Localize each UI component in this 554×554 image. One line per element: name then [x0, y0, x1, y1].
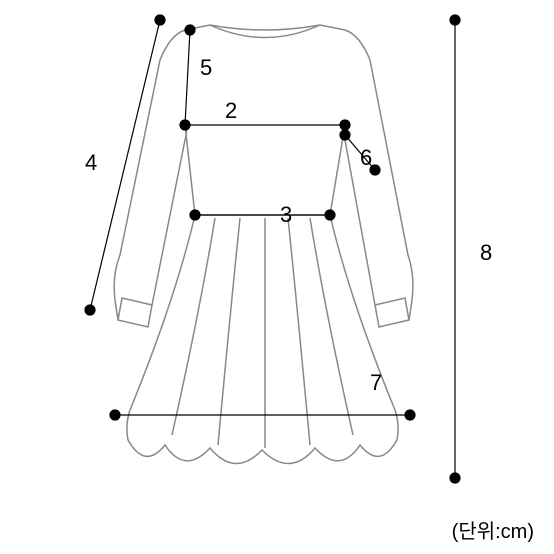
label-2: 2 — [225, 98, 237, 123]
label-8: 8 — [480, 240, 492, 265]
label-3: 3 — [280, 202, 292, 227]
line-shoulder — [185, 30, 190, 125]
line-sleeve — [90, 20, 160, 310]
measurement-lines — [85, 15, 460, 483]
measurement-labels: 2 3 4 5 6 7 8 — [85, 55, 492, 395]
dress-outline — [114, 25, 413, 464]
size-diagram: 2 3 4 5 6 7 8 (단위:cm) — [0, 0, 554, 554]
label-6: 6 — [360, 145, 372, 170]
label-7: 7 — [370, 370, 382, 395]
label-4: 4 — [85, 150, 97, 175]
unit-label: (단위:cm) — [452, 515, 534, 544]
label-5: 5 — [200, 55, 212, 80]
dress-diagram-svg: 2 3 4 5 6 7 8 — [0, 0, 554, 554]
